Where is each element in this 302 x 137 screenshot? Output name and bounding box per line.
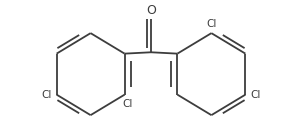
Text: Cl: Cl <box>42 90 52 100</box>
Text: Cl: Cl <box>122 99 133 109</box>
Text: Cl: Cl <box>206 19 217 29</box>
Text: Cl: Cl <box>250 90 260 100</box>
Text: O: O <box>146 4 156 17</box>
